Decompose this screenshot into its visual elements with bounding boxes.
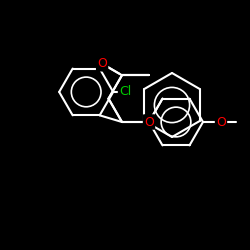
Text: Cl: Cl bbox=[119, 86, 131, 98]
Text: O: O bbox=[216, 116, 226, 128]
Text: O: O bbox=[97, 57, 107, 70]
Text: O: O bbox=[144, 116, 154, 128]
